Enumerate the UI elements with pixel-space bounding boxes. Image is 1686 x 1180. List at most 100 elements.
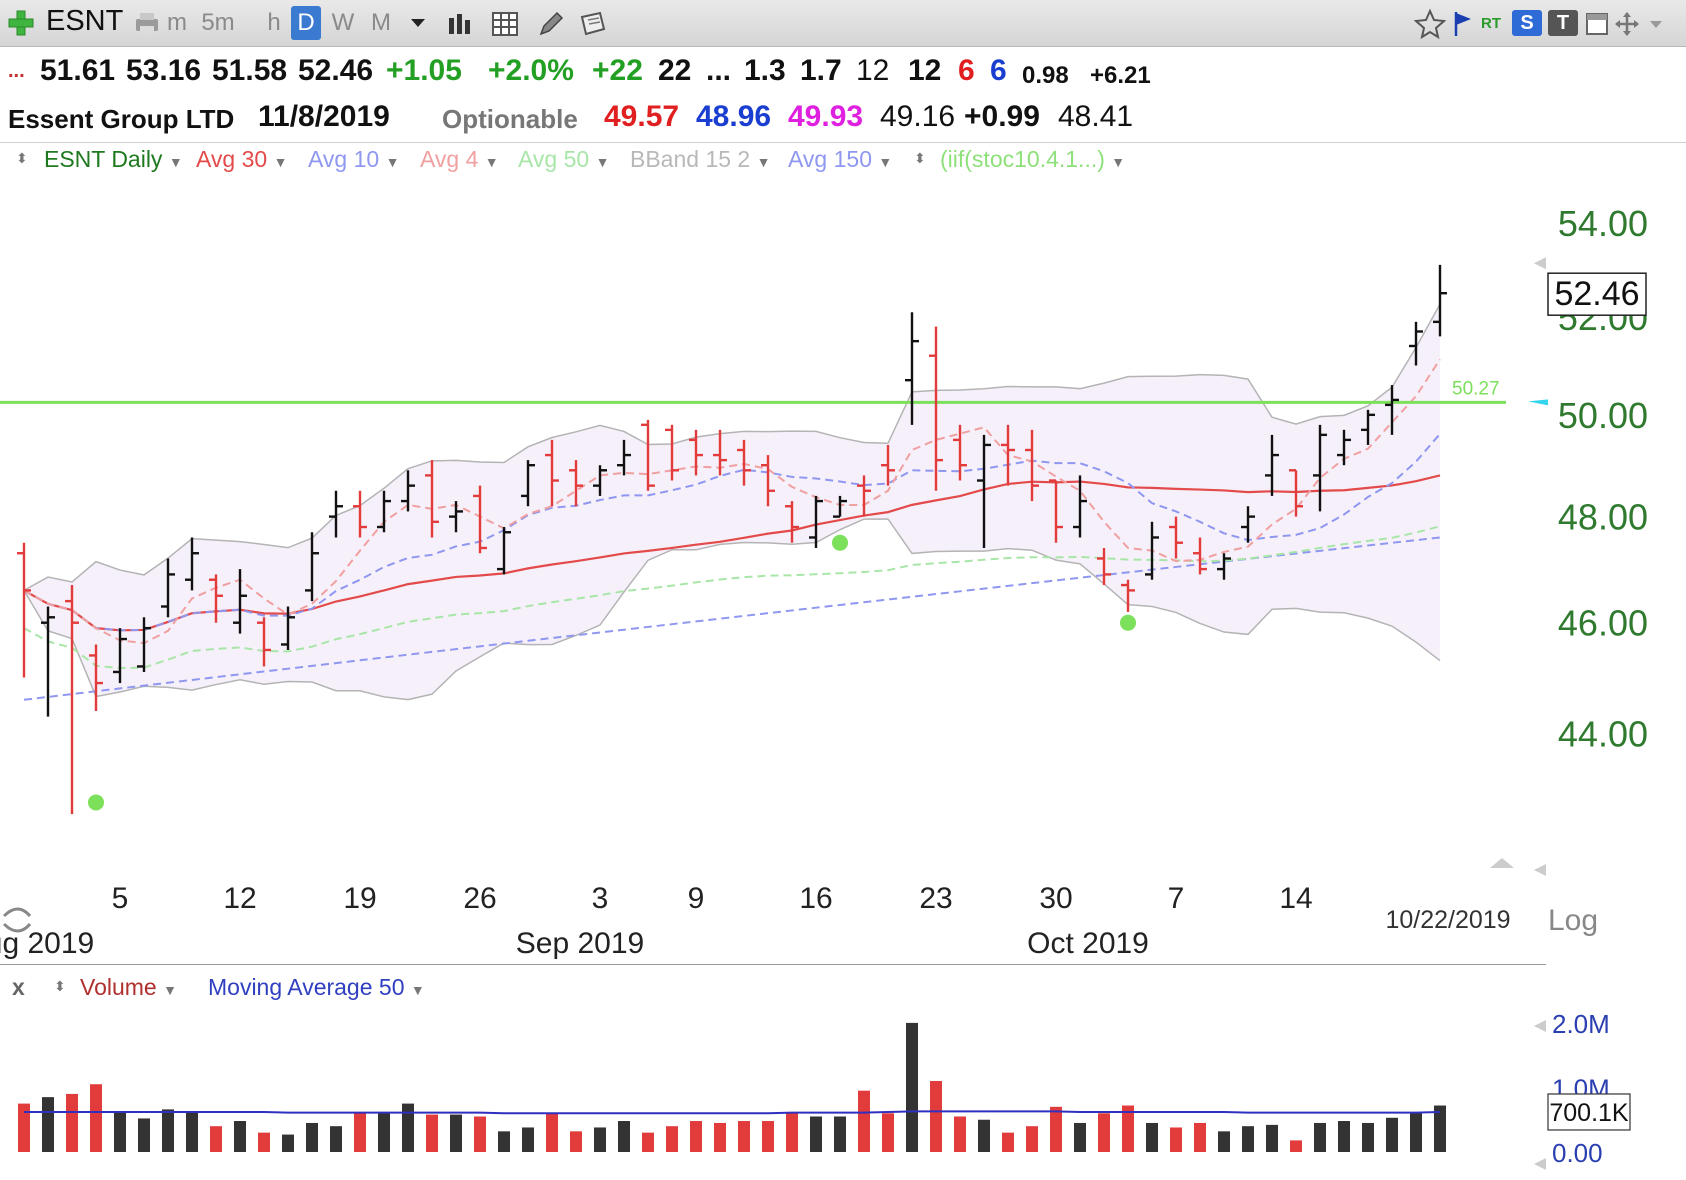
legend-item-bband[interactable]: BBand 15 2 ▼ xyxy=(630,146,771,172)
legend-item-avg50[interactable]: Avg 50 ▼ xyxy=(518,146,610,172)
volume-bar-2019-09-23 xyxy=(906,1022,918,1152)
volume-bar-2019-09-03 xyxy=(570,1131,582,1152)
quote-low: 51.58 xyxy=(212,54,288,87)
grid-table-icon[interactable] xyxy=(490,10,522,38)
quote-value-9: +6.21 xyxy=(1090,62,1151,89)
signal-dot-2019-09-18 xyxy=(832,534,848,551)
volume-bar-2019-08-02 xyxy=(66,1093,78,1152)
volume-bar-2019-09-17 xyxy=(810,1116,822,1152)
x-tick-5: 5 xyxy=(112,882,129,915)
timeframe-m-month[interactable]: M xyxy=(371,9,391,36)
timeframe-d[interactable]: D xyxy=(291,6,321,40)
volume-ma-box xyxy=(1547,1093,1631,1131)
realtime-label[interactable]: RT xyxy=(1481,14,1501,32)
volume-bar-2019-09-09 xyxy=(666,1126,678,1152)
price-scroll-arrow-icon xyxy=(1534,257,1546,270)
date-readout-label: 10/22/2019 xyxy=(1385,906,1510,934)
scan-label[interactable]: S xyxy=(1512,10,1542,36)
flag-icon[interactable] xyxy=(1452,10,1474,38)
x-tick-19: 19 xyxy=(343,882,376,915)
avg150-line xyxy=(23,536,1441,701)
x-month-0: Aug 2019 xyxy=(0,927,94,960)
legend-updown-icon[interactable]: ⬍ xyxy=(16,150,28,166)
metric-6: 48.41 xyxy=(1058,100,1134,133)
legend-item-avg10[interactable]: Avg 10 ▼ xyxy=(308,146,400,172)
x-month-2: Oct 2019 xyxy=(1027,927,1149,960)
quote-date: 11/8/2019 xyxy=(258,100,390,133)
print-icon[interactable] xyxy=(132,10,162,36)
chevron-down-icon[interactable] xyxy=(410,17,426,29)
volume-bar-2019-09-06 xyxy=(642,1132,654,1152)
avg50-line xyxy=(23,525,1441,669)
timeframe-w[interactable]: W xyxy=(331,9,355,36)
window-icon[interactable] xyxy=(1584,11,1610,37)
volume-bar-2019-10-09 xyxy=(1194,1122,1206,1152)
legend-item-avg30[interactable]: Avg 30 ▼ xyxy=(196,146,288,172)
volume-bar-2019-08-15 xyxy=(282,1134,294,1152)
volume-bar-2019-10-07 xyxy=(1146,1122,1158,1152)
quote-value-1: 22 xyxy=(658,54,692,87)
volume-bar-2019-08-08 xyxy=(162,1109,174,1152)
volume-bar-2019-10-23 xyxy=(1434,1105,1446,1152)
volume-bar-2019-09-24 xyxy=(930,1081,942,1152)
quote-more-dots[interactable]: ... xyxy=(8,60,25,82)
price-tick-50.00: 50.00 xyxy=(1558,395,1648,436)
avg30-line xyxy=(23,474,1441,632)
move-icon[interactable] xyxy=(1614,11,1640,37)
legend-item-avg150[interactable]: Avg 150 ▼ xyxy=(788,146,893,172)
quote-value-6: 6 xyxy=(958,54,975,87)
volume-bar-2019-08-01 xyxy=(42,1097,54,1152)
timeframe-5m[interactable]: 5m xyxy=(201,9,235,36)
quote-change-pct: +2.0% xyxy=(488,54,574,87)
volume-ma50-line xyxy=(24,1110,1441,1115)
quote-high: 53.16 xyxy=(126,54,202,87)
close-pane-icon[interactable]: x xyxy=(12,974,25,1000)
x-tick-14: 14 xyxy=(1279,882,1312,915)
volume-bar-2019-08-22 xyxy=(402,1103,414,1152)
notes-icon[interactable] xyxy=(578,9,610,39)
x-tick-9: 9 xyxy=(688,882,705,915)
symbol-label[interactable]: ESNT xyxy=(46,5,124,37)
volume-bar-2019-10-18 xyxy=(1362,1122,1374,1152)
legend-item-avg4[interactable]: Avg 4 ▼ xyxy=(420,146,499,172)
add-symbol-icon[interactable] xyxy=(6,8,36,38)
volume-updown-icon[interactable]: ⬍ xyxy=(54,978,66,994)
volume-bar-2019-08-05 xyxy=(90,1084,102,1152)
volume-bar-2019-09-27 xyxy=(1002,1132,1014,1152)
bollinger-band-fill xyxy=(24,304,1440,700)
volume-ma-title[interactable]: Moving Average 50 ▼ xyxy=(208,974,425,1000)
price-chart[interactable]: 50.27 54.0052.0050.0048.0046.0044.0052.4… xyxy=(0,180,1686,970)
volume-bar-2019-08-07 xyxy=(138,1118,150,1152)
quote-value-4: 12 xyxy=(856,54,890,87)
volume-bar-2019-08-27 xyxy=(474,1116,486,1152)
volume-bar-2019-10-02 xyxy=(1074,1122,1086,1152)
menu-chevron-icon[interactable] xyxy=(1648,19,1664,31)
avg10-line xyxy=(23,433,1441,632)
quote-rank: +22 xyxy=(592,54,643,87)
volume-bar-2019-09-25 xyxy=(954,1116,966,1152)
legend-item-signal[interactable]: (iif(stoc10.4.1...) ▼ xyxy=(940,146,1126,172)
metric-1: 49.57 xyxy=(604,100,680,133)
x-tick-12: 12 xyxy=(223,882,256,915)
volume-bar-2019-08-21 xyxy=(378,1111,390,1152)
volume-bar-2019-10-15 xyxy=(1290,1140,1302,1152)
volume-scroll-down-icon xyxy=(1534,1158,1546,1170)
volume-bar-2019-10-11 xyxy=(1242,1126,1254,1152)
star-icon[interactable] xyxy=(1414,8,1446,40)
timeframe-h[interactable]: h xyxy=(267,9,281,36)
bar-style-icon[interactable] xyxy=(446,12,476,36)
timeframe-m[interactable]: m xyxy=(167,9,187,36)
legend-item-esnt-daily[interactable]: ESNT Daily ▼ xyxy=(44,146,183,172)
pencil-icon[interactable] xyxy=(536,9,566,39)
volume-title[interactable]: Volume ▼ xyxy=(80,974,177,1000)
volume-bar-2019-08-29 xyxy=(522,1127,534,1152)
volume-bar-2019-07-30 xyxy=(18,1103,30,1152)
legend-updown-icon-2[interactable]: ⬍ xyxy=(914,150,926,166)
price-tick-44.00: 44.00 xyxy=(1558,714,1648,755)
volume-bar-2019-08-09 xyxy=(186,1111,198,1152)
volume-tick-0: 2.0M xyxy=(1552,1009,1610,1039)
signal-dot-2019-08-05 xyxy=(88,794,104,811)
trade-label[interactable]: T xyxy=(1548,10,1578,36)
metric-3: 49.93 xyxy=(788,100,864,133)
